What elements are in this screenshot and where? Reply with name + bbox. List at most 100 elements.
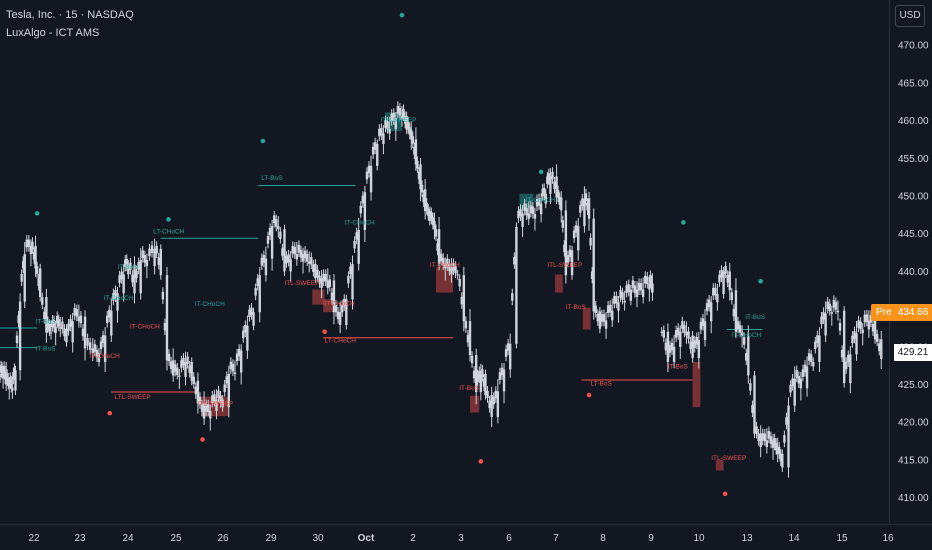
candle-body: [178, 375, 181, 377]
candle-body: [615, 296, 618, 304]
candle-body: [674, 330, 678, 338]
candle-body: [141, 250, 144, 258]
candle-body: [765, 440, 769, 448]
time-axis[interactable]: 22 23 24 25 26 29 30 Oct 2 3 6 7 8 9 10 13 14 15 16: [28, 533, 894, 544]
candle-body: [847, 354, 850, 363]
candle-body: [466, 334, 470, 343]
candle-body: [405, 116, 408, 130]
candle-body: [450, 268, 453, 275]
x-tick-label: 15: [836, 533, 848, 544]
candle-body: [46, 321, 50, 329]
candle-body: [373, 142, 377, 150]
candle-body: [81, 328, 85, 337]
candle-body: [513, 256, 516, 265]
candle-body: [687, 331, 690, 339]
y-tick-label: 440.00: [898, 267, 929, 278]
candle-body: [71, 321, 74, 343]
candle-body: [724, 266, 727, 274]
structure-label: LTL-SWEEP: [114, 394, 150, 401]
candle-body: [347, 275, 350, 284]
candle-body: [390, 113, 393, 122]
candle-body: [272, 215, 276, 224]
candle-body: [761, 433, 764, 441]
candle-body: [365, 171, 369, 180]
y-tick-label: 455.00: [898, 154, 929, 165]
candle-body: [697, 340, 701, 359]
candle-body: [470, 355, 474, 364]
indicator-label[interactable]: LuxAlgo - ICT AMS: [6, 27, 100, 39]
candle-body: [56, 316, 59, 324]
structure-label: ITH-SWEEP: [380, 117, 416, 124]
y-tick-label: 445.00: [898, 229, 929, 240]
candle-body: [730, 292, 734, 300]
candle-body: [411, 136, 415, 144]
candle-body: [751, 405, 754, 413]
x-tick-label: 9: [648, 533, 654, 544]
candle-body: [547, 173, 551, 181]
candle-body: [32, 251, 36, 260]
symbol-title[interactable]: Tesla, Inc. · 15 · NASDAQ: [6, 9, 134, 21]
pivot-marker: [399, 12, 405, 18]
candle-body: [842, 310, 846, 384]
candle-body: [114, 290, 117, 298]
candle-body: [546, 176, 549, 184]
candle-body: [190, 361, 193, 381]
candle-body: [65, 328, 68, 343]
candle-body: [77, 316, 81, 322]
candle-body: [434, 229, 438, 237]
candle-body: [143, 255, 147, 263]
candle-body: [776, 447, 779, 454]
candle-body: [433, 220, 436, 230]
candles: [0, 101, 883, 478]
candle-body: [184, 361, 187, 377]
candle-body: [67, 323, 70, 332]
candle-body: [27, 239, 31, 248]
candle-body: [161, 291, 165, 300]
candle-body: [613, 296, 616, 304]
premarket-label: Pre: [871, 304, 897, 321]
candle-body: [561, 220, 564, 228]
candle-body: [322, 273, 325, 282]
pivot-marker: [107, 410, 113, 416]
candle-body: [649, 274, 652, 283]
candle-body: [268, 227, 272, 236]
candle-body: [845, 361, 848, 370]
structure-label: LT-CHoCH: [325, 337, 357, 344]
candle-body: [716, 294, 719, 303]
candle-body: [504, 349, 508, 357]
candle-body: [388, 128, 391, 134]
pivot-marker: [758, 278, 763, 284]
candle-body: [579, 205, 582, 213]
candle-body: [871, 323, 875, 332]
candle-body: [608, 304, 612, 313]
candle-body: [192, 376, 195, 385]
candle-body: [641, 289, 645, 298]
candle-body: [553, 181, 556, 189]
candle-body: [49, 332, 53, 334]
candle-body: [135, 270, 138, 279]
candle-body: [767, 431, 771, 439]
candle-body: [244, 324, 247, 333]
pivot-marker: [166, 217, 171, 222]
candle-body: [439, 253, 443, 262]
candle-body: [484, 373, 487, 396]
candle-body: [604, 320, 608, 329]
x-tick-label: 10: [693, 533, 705, 544]
candle-body: [787, 405, 790, 468]
candle-body: [785, 417, 788, 425]
candle-body: [606, 305, 610, 314]
candle-body: [159, 248, 162, 276]
candle-body: [355, 232, 358, 240]
candle-body: [235, 353, 239, 362]
candle-body: [345, 299, 348, 325]
currency-button[interactable]: USD: [895, 5, 925, 27]
candle-body: [689, 341, 692, 350]
candle-body: [163, 322, 167, 331]
candle-body: [131, 274, 134, 283]
candle-body: [581, 198, 584, 207]
candle-body: [494, 390, 497, 399]
candle-body: [695, 337, 698, 345]
candle-body: [859, 321, 862, 330]
order-block-zone: [582, 307, 591, 330]
